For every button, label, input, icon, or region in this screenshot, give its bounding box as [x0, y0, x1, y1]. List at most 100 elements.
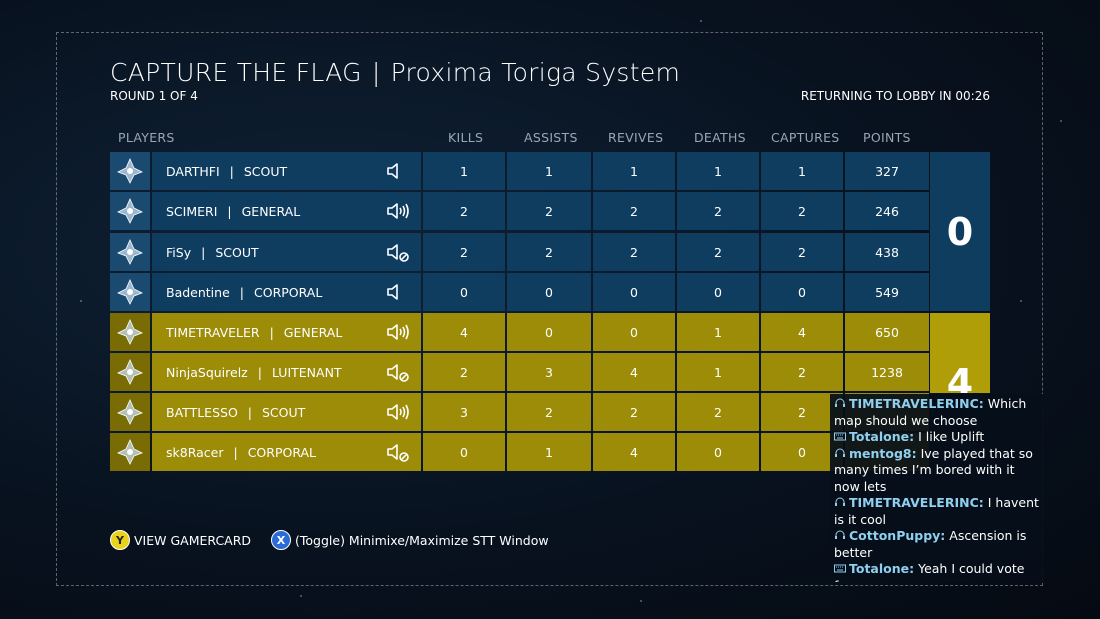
game-mode: CAPTURE THE FLAG	[110, 58, 362, 87]
stat-kills: 1	[423, 152, 505, 190]
toggle-stt-window-hint[interactable]: X (Toggle) Minimixe/Maximize STT Window	[271, 530, 549, 550]
stat-kills: 2	[423, 233, 505, 271]
player-rank: CORPORAL	[254, 284, 323, 300]
stat-points: 438	[845, 233, 929, 271]
view-gamercard-label: VIEW GAMERCARD	[134, 532, 252, 548]
stat-kills: 4	[423, 313, 505, 351]
player-name-cell: TIMETRAVELER | GENERAL	[152, 313, 421, 351]
player-row[interactable]: FiSy | SCOUT 2 2 2 2 2 438	[110, 233, 930, 271]
x-button-icon: X	[271, 530, 291, 550]
ship-icon	[110, 393, 150, 431]
title-separator: |	[371, 58, 381, 87]
stat-captures: 4	[761, 313, 843, 351]
chat-message: TIMETRAVELERINC: Which map should we cho…	[834, 396, 1040, 429]
player-name: sk8Racer	[166, 444, 224, 460]
speaker-muted-icon[interactable]	[385, 362, 411, 382]
stat-assists: 0	[507, 273, 591, 311]
toggle-stt-label: (Toggle) Minimixe/Maximize STT Window	[295, 532, 549, 548]
chat-text: I like Uplift	[914, 429, 985, 444]
stat-points: 1238	[845, 353, 929, 391]
stat-points: 650	[845, 313, 929, 351]
ship-icon	[110, 433, 150, 471]
chat-username: Totalone:	[849, 561, 915, 576]
chat-username: TIMETRAVELERINC:	[849, 396, 984, 411]
stat-kills: 2	[423, 353, 505, 391]
stat-kills: 0	[423, 433, 505, 471]
player-name-cell: NinjaSquirelz | LUITENANT	[152, 353, 421, 391]
speaker-muted-icon[interactable]	[385, 242, 411, 262]
player-row[interactable]: BATTLESSO | SCOUT 3 2 2 2 2	[110, 393, 930, 431]
stat-assists: 3	[507, 353, 591, 391]
stat-points: 549	[845, 273, 929, 311]
speech-to-text-chat-window[interactable]: TIMETRAVELERINC: Which map should we cho…	[830, 394, 1044, 582]
team-gold-score: 4	[930, 313, 990, 393]
stat-assists: 1	[507, 433, 591, 471]
ship-icon	[110, 313, 150, 351]
player-row[interactable]: NinjaSquirelz | LUITENANT 2 3 4 1 2 1238	[110, 353, 930, 391]
col-header-players: PLAYERS	[118, 130, 175, 145]
player-rank: LUITENANT	[271, 364, 342, 380]
stat-revives: 0	[593, 313, 675, 351]
speaker-loud-icon[interactable]	[385, 322, 411, 342]
player-name: TIMETRAVELER	[166, 324, 260, 340]
star	[640, 600, 642, 602]
player-row[interactable]: Badentine | CORPORAL 0 0 0 0 0 549	[110, 273, 930, 311]
chat-message: Totalone: I like Uplift	[834, 429, 1040, 446]
lobby-timer: RETURNING TO LOBBY IN 00:26	[800, 89, 990, 103]
map-name: Proxima Toriga System	[390, 58, 681, 87]
stat-kills: 0	[423, 273, 505, 311]
col-header-revives: REVIVES	[608, 130, 664, 145]
player-rank: CORPORAL	[247, 444, 317, 460]
stat-revives: 4	[593, 353, 675, 391]
stat-captures: 2	[761, 393, 843, 431]
stat-deaths: 1	[677, 353, 759, 391]
chat-message: mentog8: Ive played that so many times I…	[834, 446, 1040, 496]
star	[1060, 120, 1062, 122]
stat-captures: 1	[761, 152, 843, 190]
view-gamercard-hint[interactable]: Y VIEW GAMERCARD	[110, 530, 251, 550]
player-rank: GENERAL	[241, 203, 301, 219]
player-row[interactable]: TIMETRAVELER | GENERAL 4 0 0 1 4 650	[110, 313, 930, 351]
stat-kills: 3	[423, 393, 505, 431]
col-header-deaths: DEATHS	[694, 130, 746, 145]
speaker-icon[interactable]	[385, 282, 411, 302]
chat-text: Which map should we choose	[834, 396, 1027, 428]
stat-revives: 4	[593, 433, 675, 471]
col-header-kills: KILLS	[448, 130, 484, 145]
y-button-icon: Y	[110, 530, 130, 550]
star	[80, 300, 82, 302]
stat-captures: 2	[761, 192, 843, 230]
player-row[interactable]: sk8Racer | CORPORAL 0 1 4 0 0	[110, 433, 930, 471]
speaker-muted-icon[interactable]	[385, 442, 411, 462]
player-name-cell: sk8Racer | CORPORAL	[152, 433, 421, 471]
stat-deaths: 2	[677, 393, 759, 431]
ship-icon	[110, 192, 150, 230]
keyboard-icon	[834, 432, 846, 441]
stat-captures: 0	[761, 433, 843, 471]
headset-icon	[835, 448, 845, 457]
player-rank: SCOUT	[215, 244, 259, 260]
stat-revives: 2	[593, 192, 675, 230]
player-name-cell: DARTHFI | SCOUT	[152, 152, 421, 190]
stat-kills: 2	[423, 192, 505, 230]
speaker-loud-icon[interactable]	[385, 402, 411, 422]
player-name-cell: FiSy | SCOUT	[152, 233, 421, 271]
speaker-loud-icon[interactable]	[385, 201, 411, 221]
player-row[interactable]: SCIMERI | GENERAL 2 2 2 2 2 246	[110, 192, 930, 230]
player-name: Badentine	[166, 284, 230, 300]
player-name: NinjaSquirelz	[166, 364, 248, 380]
ship-icon	[110, 233, 150, 271]
speaker-icon[interactable]	[385, 161, 411, 181]
player-name: BATTLESSO	[166, 404, 238, 420]
stat-points: 246	[845, 192, 929, 230]
page-title: CAPTURE THE FLAG | Proxima Toriga System	[110, 58, 680, 87]
col-header-points: POINTS	[863, 130, 911, 145]
stat-assists: 2	[507, 233, 591, 271]
player-row[interactable]: DARTHFI | SCOUT 1 1 1 1 1 327	[110, 152, 930, 190]
stat-captures: 2	[761, 233, 843, 271]
round-indicator: ROUND 1 OF 4	[110, 89, 198, 103]
col-header-assists: ASSISTS	[524, 130, 578, 145]
player-name-cell: BATTLESSO | SCOUT	[152, 393, 421, 431]
player-name: SCIMERI	[166, 203, 218, 219]
ship-icon	[110, 353, 150, 391]
